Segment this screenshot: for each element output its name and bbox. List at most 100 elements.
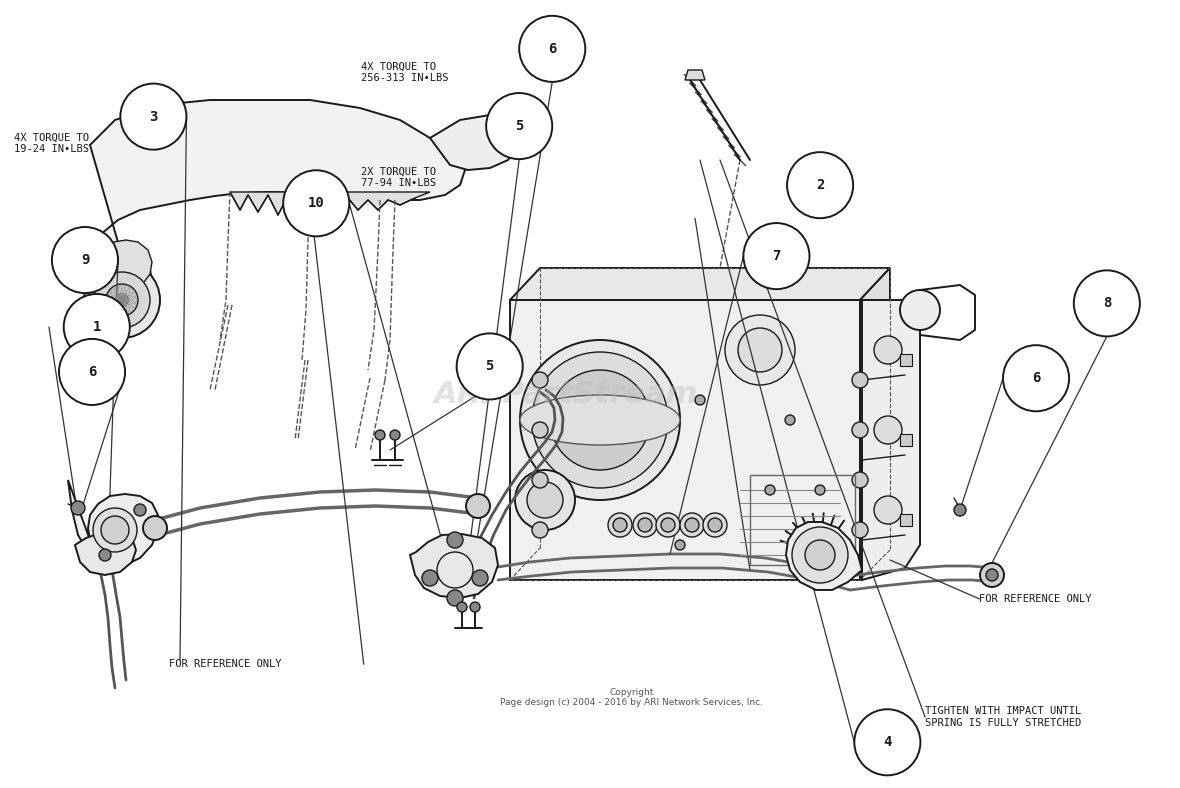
Circle shape xyxy=(375,430,385,440)
Circle shape xyxy=(680,513,704,537)
Circle shape xyxy=(787,152,853,218)
Circle shape xyxy=(743,223,809,289)
Circle shape xyxy=(101,516,129,544)
Circle shape xyxy=(59,339,125,405)
Circle shape xyxy=(1003,345,1069,411)
Circle shape xyxy=(656,513,680,537)
Circle shape xyxy=(532,352,668,488)
Circle shape xyxy=(815,485,825,495)
Polygon shape xyxy=(686,70,704,80)
Circle shape xyxy=(514,470,575,530)
Circle shape xyxy=(447,590,463,606)
Text: 9: 9 xyxy=(80,253,90,267)
Polygon shape xyxy=(409,534,498,598)
Circle shape xyxy=(703,513,727,537)
Polygon shape xyxy=(863,300,920,580)
Circle shape xyxy=(550,370,650,470)
Circle shape xyxy=(1074,270,1140,336)
Circle shape xyxy=(447,532,463,548)
Polygon shape xyxy=(900,434,912,446)
Text: 4X TORQUE TO
19-24 IN•LBS: 4X TORQUE TO 19-24 IN•LBS xyxy=(14,132,90,154)
Circle shape xyxy=(519,16,585,82)
Circle shape xyxy=(854,709,920,775)
Circle shape xyxy=(661,518,675,532)
Text: 8: 8 xyxy=(1102,296,1112,310)
Circle shape xyxy=(792,527,848,583)
Polygon shape xyxy=(92,240,152,288)
Circle shape xyxy=(953,504,966,516)
Text: 1: 1 xyxy=(92,320,101,334)
Circle shape xyxy=(71,501,85,515)
Circle shape xyxy=(52,227,118,293)
Circle shape xyxy=(84,262,160,338)
Polygon shape xyxy=(88,100,465,300)
Text: 4: 4 xyxy=(883,735,892,749)
Polygon shape xyxy=(786,522,863,590)
Text: 6: 6 xyxy=(87,365,97,379)
Circle shape xyxy=(466,494,490,518)
Circle shape xyxy=(99,549,111,561)
Polygon shape xyxy=(510,268,890,300)
Polygon shape xyxy=(900,354,912,366)
Text: FOR REFERENCE ONLY: FOR REFERENCE ONLY xyxy=(979,594,1092,604)
Circle shape xyxy=(94,272,150,328)
Polygon shape xyxy=(860,268,890,580)
Circle shape xyxy=(632,513,657,537)
Circle shape xyxy=(486,93,552,159)
Ellipse shape xyxy=(520,395,680,445)
Circle shape xyxy=(874,336,902,364)
Circle shape xyxy=(765,485,775,495)
Circle shape xyxy=(852,372,868,388)
Circle shape xyxy=(852,472,868,488)
Polygon shape xyxy=(430,115,520,170)
Circle shape xyxy=(457,333,523,400)
Circle shape xyxy=(900,290,940,330)
Circle shape xyxy=(532,472,548,488)
Circle shape xyxy=(708,518,722,532)
Circle shape xyxy=(874,496,902,524)
Text: 2: 2 xyxy=(815,178,825,192)
Text: FOR REFERENCE ONLY: FOR REFERENCE ONLY xyxy=(169,660,281,669)
Text: 7: 7 xyxy=(772,249,781,263)
Circle shape xyxy=(457,602,467,612)
Circle shape xyxy=(520,340,680,500)
Text: TIGHTEN WITH IMPACT UNTIL
SPRING IS FULLY STRETCHED: TIGHTEN WITH IMPACT UNTIL SPRING IS FULL… xyxy=(925,706,1081,728)
Circle shape xyxy=(527,482,563,518)
Circle shape xyxy=(283,170,349,236)
Text: 4X TORQUE TO
256-313 IN•LBS: 4X TORQUE TO 256-313 IN•LBS xyxy=(361,61,448,84)
Text: 10: 10 xyxy=(308,196,325,210)
Polygon shape xyxy=(90,250,130,304)
Circle shape xyxy=(143,516,168,540)
Circle shape xyxy=(612,518,627,532)
Circle shape xyxy=(638,518,653,532)
Circle shape xyxy=(686,518,699,532)
Text: 5: 5 xyxy=(514,119,524,133)
Circle shape xyxy=(785,415,795,425)
Circle shape xyxy=(116,294,127,306)
Circle shape xyxy=(422,570,438,586)
Circle shape xyxy=(135,504,146,516)
Circle shape xyxy=(472,570,489,586)
Circle shape xyxy=(874,416,902,444)
Polygon shape xyxy=(68,480,158,565)
Circle shape xyxy=(852,522,868,538)
Circle shape xyxy=(64,294,130,360)
Circle shape xyxy=(725,315,795,385)
Circle shape xyxy=(391,430,400,440)
Text: 5: 5 xyxy=(485,359,494,374)
Text: 2X TORQUE TO
77-94 IN•LBS: 2X TORQUE TO 77-94 IN•LBS xyxy=(361,166,437,188)
Circle shape xyxy=(608,513,632,537)
Circle shape xyxy=(93,508,137,552)
Circle shape xyxy=(532,522,548,538)
Circle shape xyxy=(675,540,686,550)
Text: 6: 6 xyxy=(1031,371,1041,385)
Polygon shape xyxy=(900,514,912,526)
Circle shape xyxy=(805,540,835,570)
Text: 6: 6 xyxy=(548,42,557,56)
Polygon shape xyxy=(76,532,136,575)
Circle shape xyxy=(738,328,782,372)
Text: 3: 3 xyxy=(149,110,158,124)
Circle shape xyxy=(120,84,186,150)
Circle shape xyxy=(986,569,998,581)
Circle shape xyxy=(470,602,480,612)
